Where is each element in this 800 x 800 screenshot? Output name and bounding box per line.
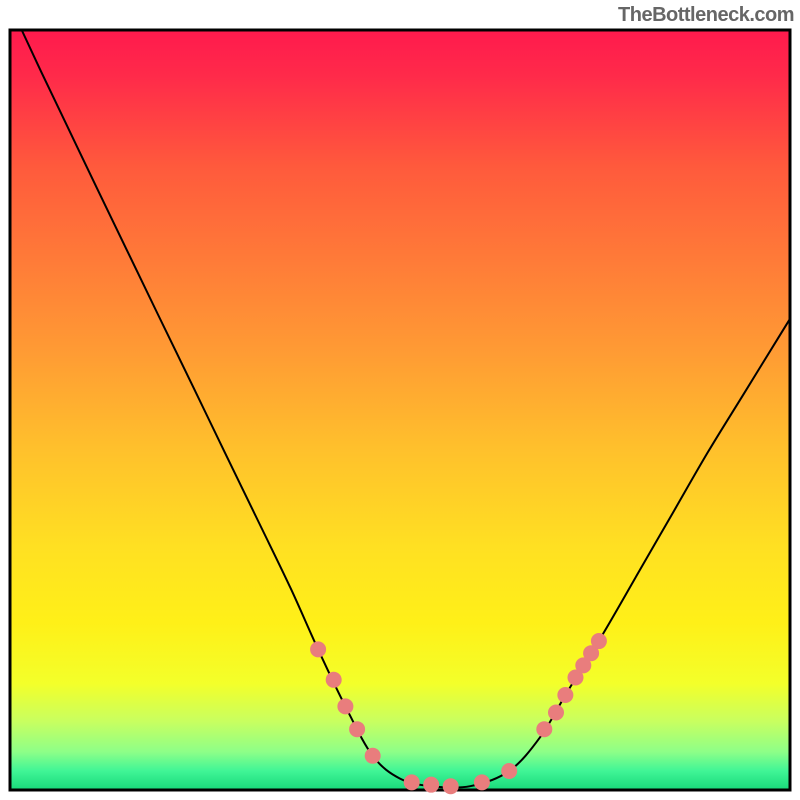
data-point [557, 687, 573, 703]
data-point [443, 778, 459, 794]
data-point [365, 748, 381, 764]
data-point [349, 721, 365, 737]
data-point [404, 774, 420, 790]
data-point [326, 672, 342, 688]
plot-background [10, 30, 790, 790]
data-point [591, 633, 607, 649]
bottleneck-chart: TheBottleneck.com [0, 0, 800, 800]
data-point [536, 721, 552, 737]
data-point [310, 641, 326, 657]
chart-svg [0, 0, 800, 800]
data-point [423, 777, 439, 793]
data-point [474, 774, 490, 790]
data-point [337, 698, 353, 714]
data-point [548, 704, 564, 720]
watermark-label: TheBottleneck.com [618, 4, 794, 27]
data-point [501, 763, 517, 779]
